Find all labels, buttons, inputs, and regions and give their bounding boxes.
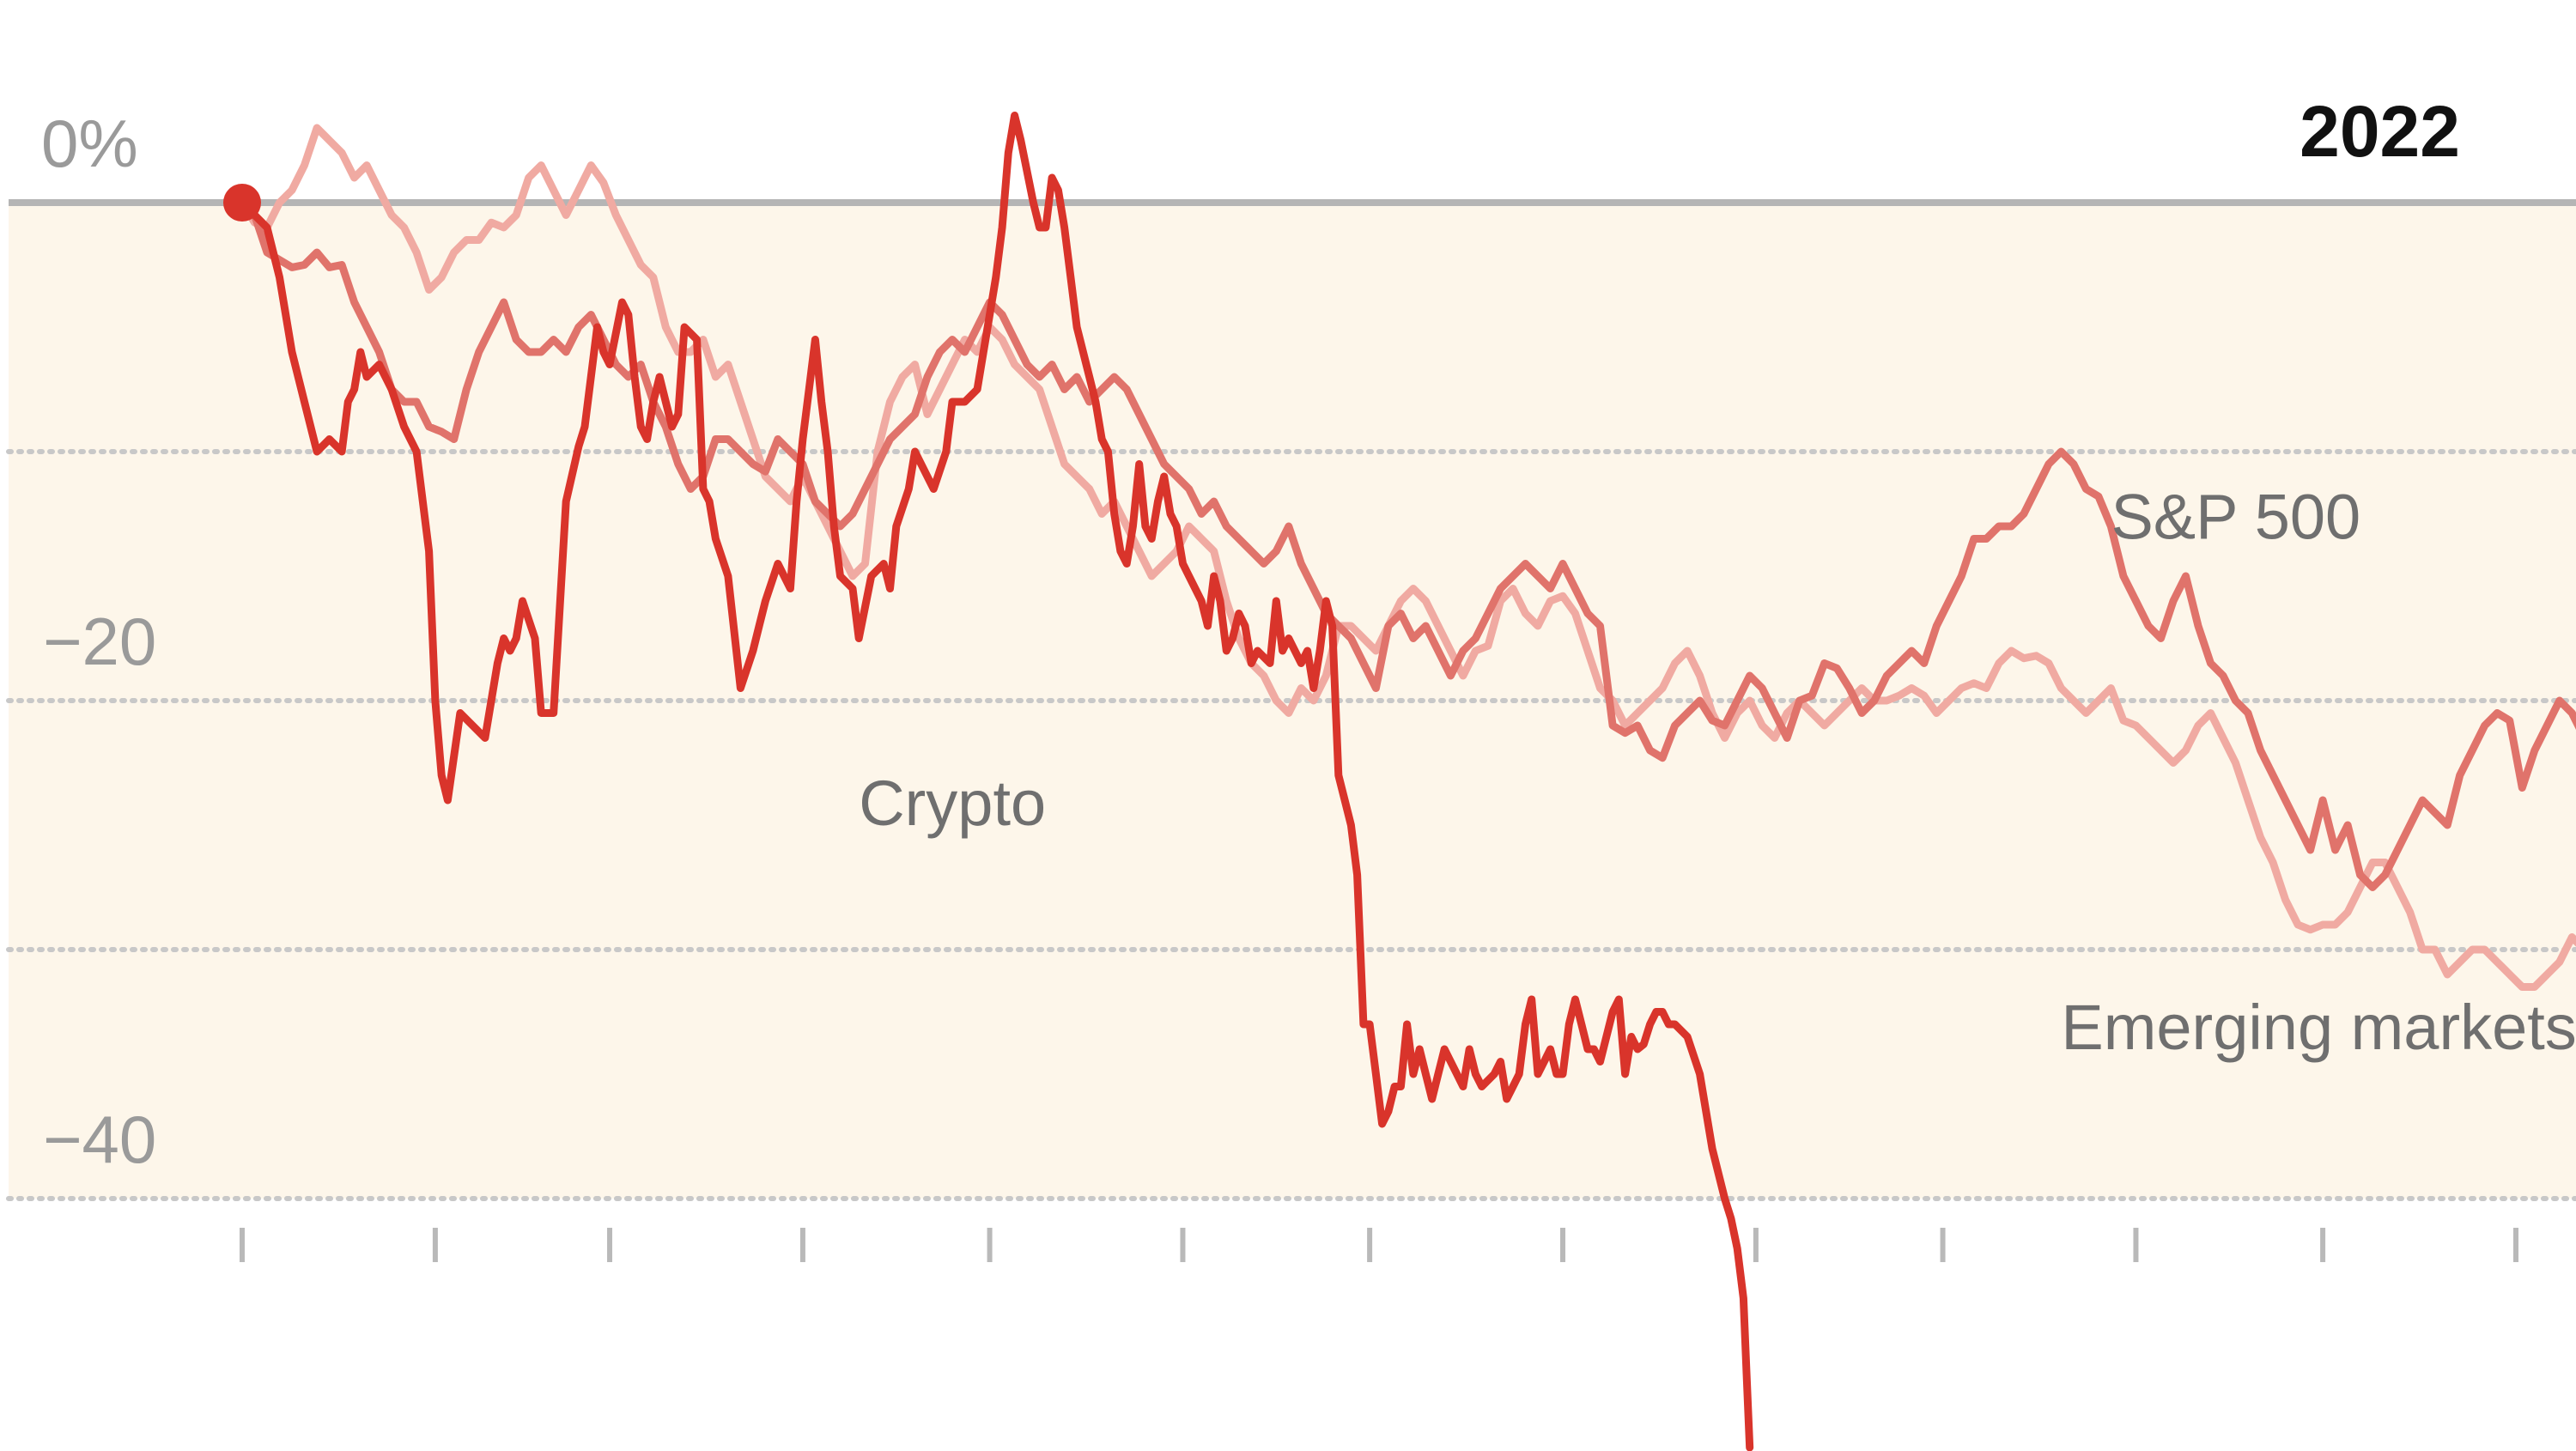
end-markers <box>223 184 261 222</box>
series-line-emerging <box>238 124 2576 991</box>
y-tick-labels: 0% −20 −40 <box>41 106 156 1177</box>
series-label-crypto: Crypto <box>859 768 1046 839</box>
start-marker <box>223 184 261 222</box>
month-ticks <box>240 1228 2518 1262</box>
series-line-sp500 <box>238 198 2576 891</box>
series-line-crypto <box>238 112 1754 1451</box>
year-label: 2022 <box>2300 91 2460 172</box>
series-labels: Crypto S&P 500 Emerging markets <box>859 482 2576 1064</box>
y-tick-label: −20 <box>43 604 156 679</box>
series-label-sp500: S&P 500 <box>2111 482 2360 553</box>
series-label-emerging: Emerging markets <box>2061 992 2576 1063</box>
series-lines <box>238 112 2576 1451</box>
y-tick-label: 0% <box>41 106 138 181</box>
y-tick-label: −40 <box>43 1102 156 1177</box>
